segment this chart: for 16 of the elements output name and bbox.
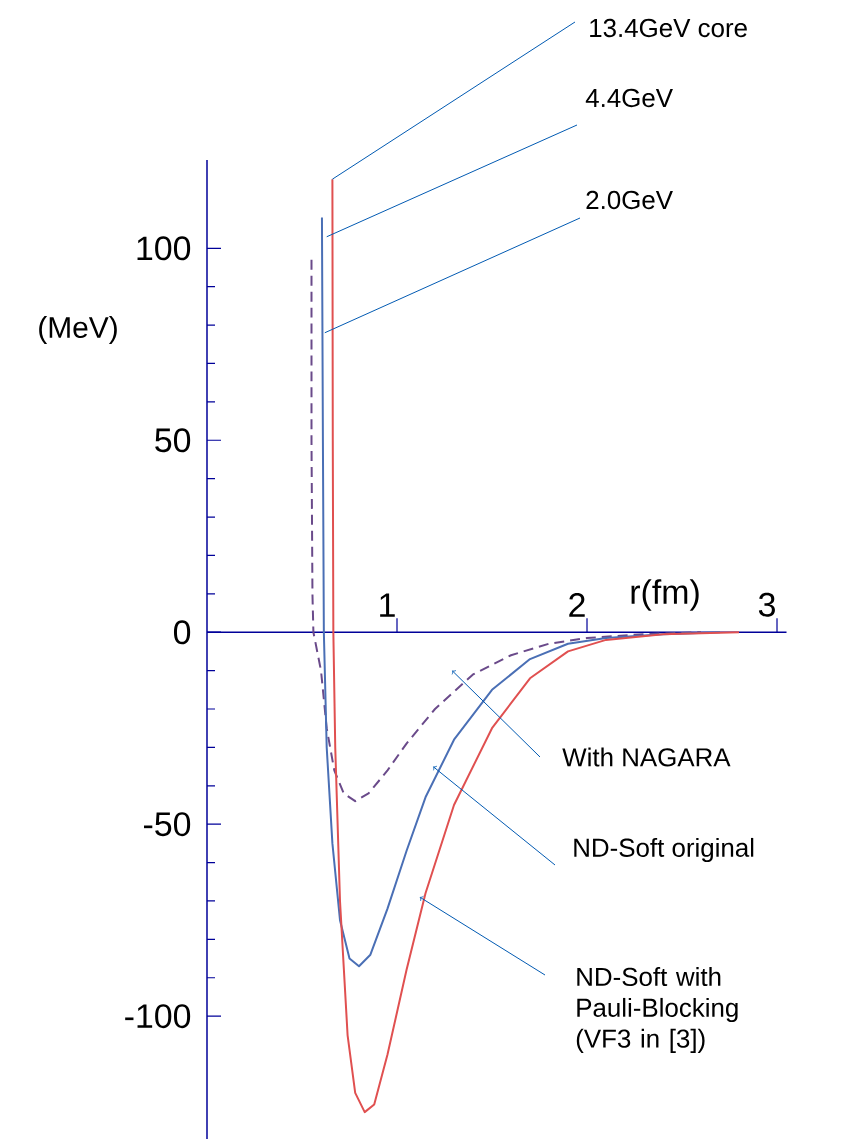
y-tick-label: 0 (173, 620, 191, 645)
annotation: 2.0GeV (586, 190, 673, 210)
y-tick-label: -50 (144, 812, 191, 837)
x-tick-label: 1 (380, 593, 395, 617)
y-tick-label: 100 (137, 236, 191, 261)
annotation: With NAGARA (562, 747, 731, 767)
y-axis-title: (MeV) (39, 316, 117, 344)
annotation: ND-Soft with Pauli-Blocking (VF3 in [3]) (576, 967, 738, 1053)
y-tick-label: 50 (155, 428, 191, 453)
x-axis-title: r(fm) (631, 579, 699, 611)
annotation: 4.4GeV (585, 88, 673, 108)
x-tick-label: 3 (758, 592, 775, 617)
annotation: 13.4GeV core (590, 18, 747, 38)
annotation: ND-Soft original (574, 837, 754, 863)
y-tick-label: -100 (125, 1004, 191, 1029)
x-tick-label: 2 (569, 593, 585, 617)
